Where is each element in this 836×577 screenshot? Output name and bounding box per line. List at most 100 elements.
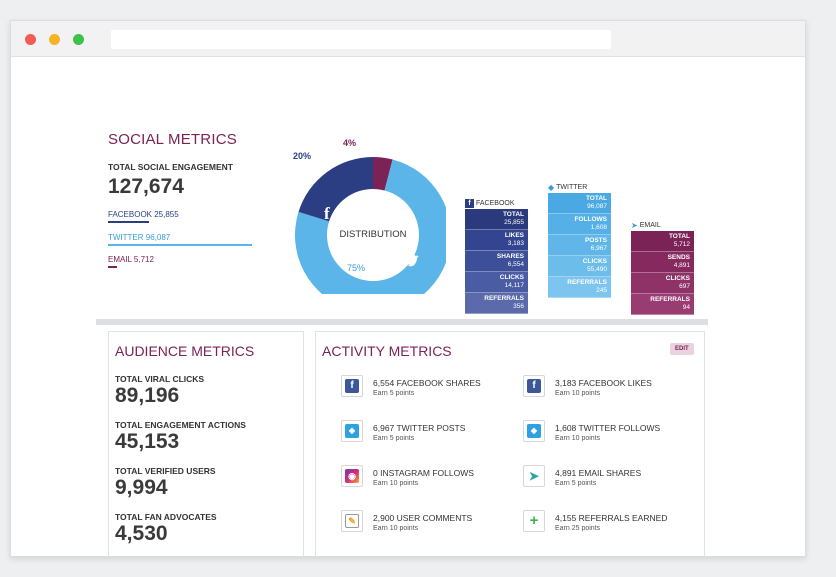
audience-item: TOTAL FAN ADVOCATES 4,530 (115, 512, 217, 546)
activity-item-twitter-follows: ◆ 1,608 TWITTER FOLLOWS Earn 10 points (523, 420, 660, 442)
email-breakdown-header: ➤ EMAIL (631, 219, 694, 231)
email-engagement-row: EMAIL 5,712 (108, 255, 154, 268)
audience-metrics-title: AUDIENCE METRICS (115, 343, 255, 359)
close-window-button[interactable] (25, 34, 36, 45)
facebook-donut-segment (298, 157, 373, 222)
facebook-row-value: 14,117 (504, 282, 524, 289)
email-share-label: 4% (343, 138, 356, 148)
address-bar[interactable] (111, 30, 611, 49)
audience-item-value: 89,196 (115, 384, 180, 407)
facebook-row-label: REFERRALS (484, 295, 524, 302)
twitter-row-value: 6,967 (590, 245, 607, 252)
minimize-window-button[interactable] (49, 34, 60, 45)
twitter-row-referrals: REFERRALS 245 (548, 277, 611, 298)
facebook-engagement-row: FACEBOOK 25,855 (108, 210, 179, 223)
distribution-label: DISTRIBUTION (339, 229, 406, 240)
facebook-engagement-text: FACEBOOK 25,855 (108, 210, 179, 219)
facebook-row-likes: LIKES 3,183 (465, 230, 528, 251)
activity-metrics-title: ACTIVITY METRICS (322, 343, 452, 359)
email-row-total: TOTAL 5,712 (631, 231, 694, 252)
email-breakdown-label: EMAIL (639, 221, 661, 229)
twitter-icon: ◆ (345, 424, 359, 438)
twitter-breakdown: ◆ TWITTER TOTAL 96,087 FOLLOWS 1,608 POSTS 6,… (548, 181, 611, 298)
activity-item-facebook-likes: f 3,183 FACEBOOK LIKES Earn 10 points (523, 375, 652, 397)
facebook-breakdown-rows: TOTAL 25,855 LIKES 3,183 SHARES 6,554 CLICKS 14… (465, 209, 528, 314)
twitter-engagement-row: TWITTER 96,087 (108, 233, 252, 246)
activity-item-points: Earn 5 points (555, 480, 597, 487)
total-social-engagement-label: TOTAL SOCIAL ENGAGEMENT (108, 162, 233, 172)
activity-item-points: Earn 5 points (373, 390, 415, 397)
activity-item-title: 4,155 REFERRALS EARNED (555, 513, 668, 523)
audience-item-label: TOTAL VERIFIED USERS (115, 466, 216, 476)
comment-edit-icon: ✎ (345, 514, 359, 528)
twitter-row-value: 96,087 (587, 203, 607, 210)
facebook-breakdown-header: f FACEBOOK (465, 197, 528, 209)
distribution-donut-chart: 75% 20% 4% DISTRIBUTION f (293, 138, 446, 294)
activity-icon-box: ➤ (523, 465, 545, 487)
twitter-row-label: POSTS (584, 237, 607, 244)
social-metrics-title: SOCIAL METRICS (108, 131, 237, 148)
twitter-icon: ◆ (548, 182, 555, 192)
facebook-row-shares: SHARES 6,554 (465, 251, 528, 272)
email-row-value: 697 (679, 283, 690, 290)
activity-item-instagram-follows: ◉ 0 INSTAGRAM FOLLOWS Earn 10 points (341, 465, 474, 487)
email-engagement-bar (108, 266, 117, 268)
audience-metrics-panel: AUDIENCE METRICS TOTAL VIRAL CLICKS 89,1… (108, 331, 304, 556)
audience-item: TOTAL VERIFIED USERS 9,994 (115, 466, 216, 500)
twitter-breakdown-header: ◆ TWITTER (548, 181, 611, 193)
activity-item-user-comments: ✎ 2,900 USER COMMENTS Earn 10 points (341, 510, 472, 532)
total-social-engagement-value: 127,674 (108, 175, 184, 198)
facebook-icon: f (465, 198, 474, 208)
facebook-row-value: 3,183 (507, 240, 524, 247)
twitter-icon (405, 254, 419, 267)
twitter-icon: ◆ (527, 424, 541, 438)
twitter-row-value: 1,608 (590, 224, 607, 231)
activity-metrics-panel: ACTIVITY METRICS EDIT f 6,554 FACEBOOK S… (315, 331, 705, 556)
twitter-engagement-text: TWITTER 96,087 (108, 233, 171, 242)
twitter-row-label: FOLLOWS (574, 216, 608, 223)
twitter-row-clicks: CLICKS 55,490 (548, 256, 611, 277)
activity-item-points: Earn 10 points (373, 525, 419, 532)
facebook-breakdown-label: FACEBOOK (476, 199, 515, 207)
maximize-window-button[interactable] (73, 34, 84, 45)
activity-icon-box: f (341, 375, 363, 397)
facebook-row-label: LIKES (504, 232, 524, 239)
facebook-row-clicks: CLICKS 14,117 (465, 272, 528, 293)
window-titlebar (11, 21, 805, 57)
activity-item-title: 0 INSTAGRAM FOLLOWS (373, 468, 474, 478)
audience-item-label: TOTAL ENGAGEMENT ACTIONS (115, 420, 246, 430)
activity-item-points: Earn 10 points (373, 480, 419, 487)
activity-icon-box: f (523, 375, 545, 397)
facebook-icon: f (345, 379, 359, 393)
activity-item-points: Earn 5 points (373, 435, 415, 442)
activity-item-title: 1,608 TWITTER FOLLOWS (555, 423, 661, 433)
email-breakdown-rows: TOTAL 5,712 SENDS 4,891 CLICKS 697 REFERRALS 94 (631, 231, 694, 315)
facebook-row-total: TOTAL 25,855 (465, 209, 528, 230)
twitter-row-posts: POSTS 6,967 (548, 235, 611, 256)
activity-item-points: Earn 10 points (555, 390, 601, 397)
edit-button[interactable]: EDIT (670, 343, 694, 355)
email-row-label: TOTAL (668, 233, 690, 240)
facebook-share-label: 20% (293, 151, 311, 161)
twitter-row-total: TOTAL 96,087 (548, 193, 611, 214)
activity-icon-box: ◆ (523, 420, 545, 442)
activity-icon-box: ✎ (341, 510, 363, 532)
audience-item-value: 45,153 (115, 430, 180, 453)
plus-icon: + (529, 512, 539, 529)
facebook-row-label: TOTAL (502, 211, 524, 218)
facebook-icon: f (527, 379, 541, 393)
twitter-row-label: TOTAL (585, 195, 607, 202)
activity-item-points: Earn 10 points (555, 435, 601, 442)
activity-item-points: Earn 25 points (555, 525, 601, 532)
audience-item: TOTAL VIRAL CLICKS 89,196 (115, 374, 204, 408)
email-donut-segment (373, 157, 393, 191)
facebook-engagement-bar (108, 221, 149, 223)
twitter-row-value: 55,490 (587, 266, 607, 273)
facebook-row-value: 25,855 (504, 219, 524, 226)
facebook-row-label: CLICKS (499, 274, 524, 281)
twitter-row-follows: FOLLOWS 1,608 (548, 214, 611, 235)
email-row-value: 94 (682, 304, 690, 311)
facebook-row-referrals: REFERRALS 356 (465, 293, 528, 314)
email-engagement-text: EMAIL 5,712 (108, 255, 154, 264)
email-row-value: 5,712 (673, 241, 690, 248)
